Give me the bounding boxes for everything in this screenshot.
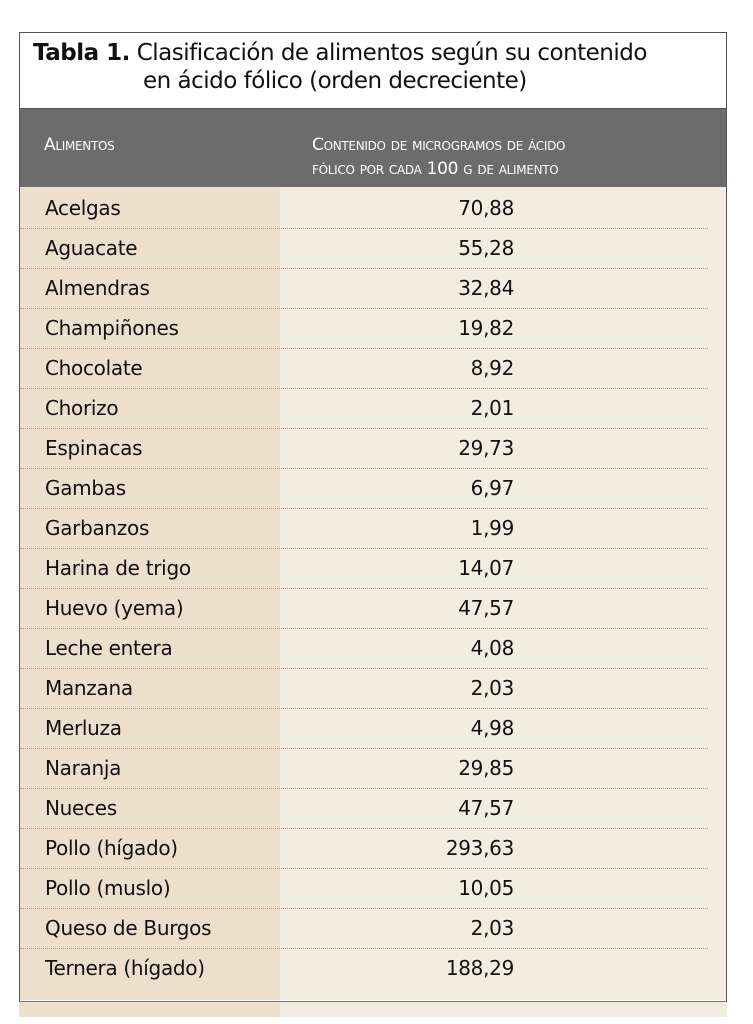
bottom-strip <box>19 1002 727 1017</box>
folic-acid-value: 47,57 <box>458 596 514 620</box>
folic-acid-value: 29,85 <box>458 756 514 780</box>
header-contenido-line-2: fólico por cada 100 g de alimento <box>312 159 559 179</box>
table-label: Tabla 1. <box>33 40 130 66</box>
table-row: Queso de Burgos 2,03 <box>20 909 726 949</box>
food-name: Nueces <box>45 796 117 820</box>
table-row: Ternera (hígado) 188,29 <box>20 949 726 989</box>
table-row: Espinacas 29,73 <box>20 429 726 469</box>
food-name: Champiñones <box>45 316 179 340</box>
folic-acid-value: 29,73 <box>458 436 514 460</box>
folic-acid-value: 8,92 <box>470 356 515 380</box>
folic-acid-value: 10,05 <box>458 876 514 900</box>
row-divider <box>20 308 708 309</box>
title-line-2: en ácido fólico (orden decreciente) <box>143 68 527 94</box>
folic-acid-value: 70,88 <box>458 196 514 220</box>
row-divider <box>20 908 708 909</box>
food-name: Chorizo <box>45 396 119 420</box>
bottom-strip-left <box>19 1002 280 1017</box>
food-name: Chocolate <box>45 356 143 380</box>
folic-acid-value: 47,57 <box>458 796 514 820</box>
folic-acid-value: 32,84 <box>458 276 514 300</box>
table-row: Chorizo 2,01 <box>20 389 726 429</box>
food-column-background <box>20 187 280 1000</box>
food-name: Pollo (muslo) <box>45 876 171 900</box>
folic-acid-value: 55,28 <box>458 236 514 260</box>
food-name: Leche entera <box>45 636 173 660</box>
row-divider <box>20 828 708 829</box>
food-name: Almendras <box>45 276 150 300</box>
food-name: Queso de Burgos <box>45 916 212 940</box>
title-line-1: Clasificación de alimentos según su cont… <box>136 40 648 66</box>
folic-acid-value: 4,08 <box>470 636 515 660</box>
table-row: Acelgas 70,88 <box>20 189 726 229</box>
row-divider <box>20 428 708 429</box>
folic-acid-value: 2,03 <box>470 916 515 940</box>
table-row: Huevo (yema) 47,57 <box>20 589 726 629</box>
food-name: Garbanzos <box>45 516 150 540</box>
food-name: Ternera (hígado) <box>45 956 205 980</box>
folic-acid-value: 2,03 <box>470 676 515 700</box>
header-alimentos: Alimentos <box>44 135 115 155</box>
food-name: Naranja <box>45 756 122 780</box>
food-name: Huevo (yema) <box>45 596 184 620</box>
row-divider <box>20 468 708 469</box>
table-row: Nueces 47,57 <box>20 789 726 829</box>
food-name: Gambas <box>45 476 126 500</box>
row-divider <box>20 788 708 789</box>
table-row: Harina de trigo 14,07 <box>20 549 726 589</box>
table-row: Pollo (muslo) 10,05 <box>20 869 726 909</box>
table-body: Acelgas 70,88 Aguacate 55,28 Almendras 32,84 C… <box>20 187 726 1000</box>
row-divider <box>20 668 708 669</box>
table-row: Chocolate 8,92 <box>20 349 726 389</box>
table-row: Aguacate 55,28 <box>20 229 726 269</box>
row-divider <box>20 348 708 349</box>
table-row: Pollo (hígado) 293,63 <box>20 829 726 869</box>
table-row: Leche entera 4,08 <box>20 629 726 669</box>
folic-acid-value: 293,63 <box>445 836 514 860</box>
row-divider <box>20 388 708 389</box>
table-row: Naranja 29,85 <box>20 749 726 789</box>
table-row: Almendras 32,84 <box>20 269 726 309</box>
table-row: Garbanzos 1,99 <box>20 509 726 549</box>
row-divider <box>20 548 708 549</box>
row-divider <box>20 268 708 269</box>
row-divider <box>20 708 708 709</box>
row-divider <box>20 228 708 229</box>
table-row: Manzana 2,03 <box>20 669 726 709</box>
food-name: Acelgas <box>45 196 121 220</box>
folic-acid-value: 6,97 <box>470 476 515 500</box>
table-frame: Tabla 1. Clasificación de alimentos segú… <box>19 32 727 1003</box>
table-header: Alimentos Contenido de microgramos de ác… <box>20 108 726 187</box>
row-divider <box>20 748 708 749</box>
row-divider <box>20 508 708 509</box>
table-title: Tabla 1. Clasificación de alimentos segú… <box>20 33 726 107</box>
folic-acid-value: 188,29 <box>445 956 514 980</box>
header-contenido: Contenido de microgramos de ácido fólico… <box>312 133 566 181</box>
folic-acid-value: 4,98 <box>470 716 515 740</box>
row-divider <box>20 628 708 629</box>
table-row: Champiñones 19,82 <box>20 309 726 349</box>
food-name: Pollo (hígado) <box>45 836 178 860</box>
row-divider <box>20 588 708 589</box>
row-divider <box>20 868 708 869</box>
folic-acid-value: 1,99 <box>470 516 515 540</box>
folic-acid-value: 19,82 <box>458 316 514 340</box>
food-name: Merluza <box>45 716 122 740</box>
table-row: Merluza 4,98 <box>20 709 726 749</box>
food-name: Manzana <box>45 676 133 700</box>
food-name: Harina de trigo <box>45 556 191 580</box>
food-name: Espinacas <box>45 436 143 460</box>
table-row: Gambas 6,97 <box>20 469 726 509</box>
folic-acid-value: 2,01 <box>470 396 515 420</box>
row-divider <box>20 948 708 949</box>
folic-acid-value: 14,07 <box>458 556 514 580</box>
food-name: Aguacate <box>45 236 138 260</box>
header-contenido-line-1: Contenido de microgramos de ácido <box>312 135 566 155</box>
